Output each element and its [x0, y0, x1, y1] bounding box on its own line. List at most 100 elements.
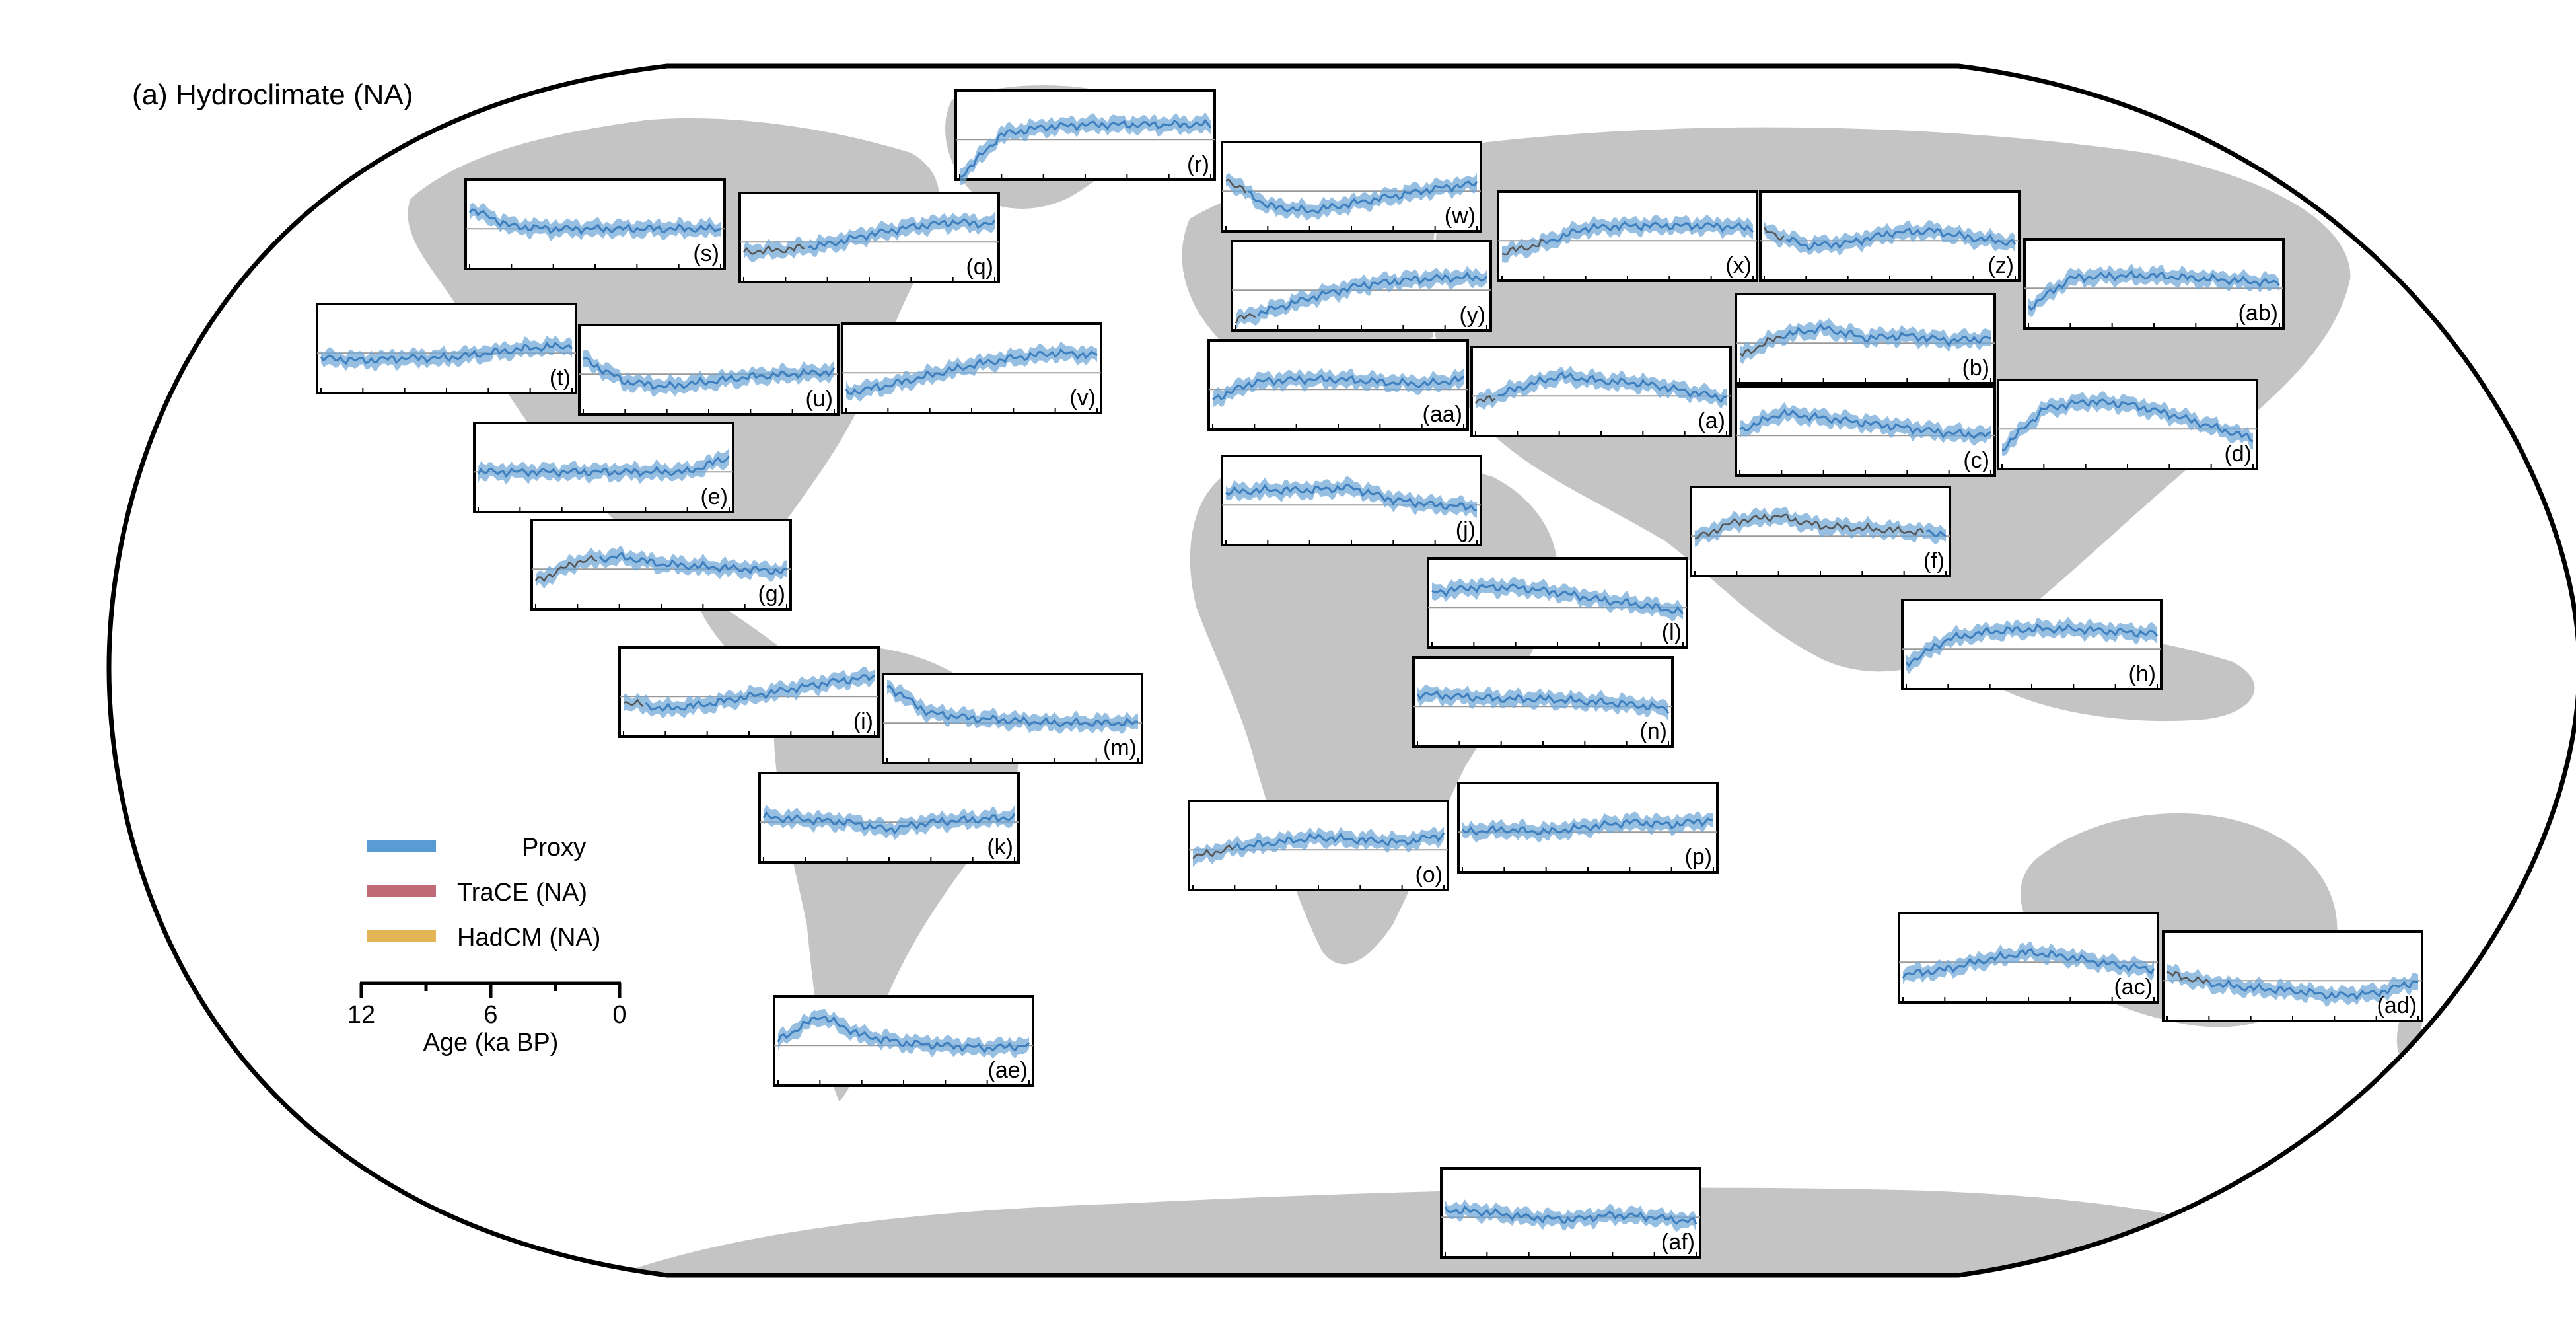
age-tick-label-12: 12	[347, 1001, 375, 1029]
panel-grey-line-g	[535, 554, 598, 583]
panel-a: (a)	[1470, 346, 1732, 437]
panel-median-line-g	[598, 552, 787, 576]
figure-title: (a) Hydroclimate (NA)	[132, 79, 413, 111]
panel-aa: (aa)	[1207, 339, 1469, 431]
panel-q: (q)	[738, 192, 1000, 283]
panel-label-u: (u)	[805, 387, 833, 412]
panel-g: (g)	[530, 519, 792, 611]
proxy-panels: (a) (b) (c) (d) (e) (f) (g) (h) (i) (j) (k) (l) (m) (…	[316, 89, 2423, 1259]
legend-swatch-hadcm	[367, 930, 436, 942]
panel-grey-line-w	[1225, 178, 1246, 194]
panel-ab: (ab)	[2023, 238, 2285, 330]
panel-median-line-ae	[777, 1016, 1030, 1054]
panel-median-line-p	[1461, 817, 1714, 836]
panel-w: (w)	[1221, 141, 1482, 233]
panel-label-q: (q)	[966, 254, 993, 279]
panel-median-line-e	[477, 455, 731, 478]
panel-u: (u)	[578, 324, 840, 416]
panel-label-i: (i)	[853, 709, 873, 734]
panel-uncertainty-band-t	[321, 335, 572, 371]
panel-median-line-w	[1248, 180, 1478, 215]
panel-e: (e)	[473, 422, 734, 513]
panel-ae: (ae)	[773, 995, 1034, 1087]
panel-median-line-t	[320, 342, 573, 365]
panel-label-k: (k)	[987, 835, 1013, 860]
panel-median-line-q	[807, 218, 996, 250]
panel-label-g: (g)	[758, 581, 785, 607]
panel-median-line-ab	[2027, 270, 2281, 311]
panel-grey-line-q	[742, 243, 805, 256]
panel-median-line-v	[845, 348, 1098, 395]
panel-label-aa: (aa)	[1423, 402, 1462, 427]
panel-median-line-u	[583, 357, 836, 391]
panel-uncertainty-band-s	[470, 202, 721, 241]
panel-label-ad: (ad)	[2377, 993, 2417, 1018]
panel-median-line-d	[2001, 398, 2254, 451]
panel-median-line-h	[1905, 623, 2159, 668]
panel-median-line-i	[645, 673, 875, 712]
panel-label-v: (v)	[1069, 385, 1096, 410]
panel-median-line-r	[959, 118, 1212, 178]
panel-median-line-x	[1543, 221, 1754, 245]
panel-y: (y)	[1231, 240, 1492, 332]
panel-t: (t)	[316, 303, 577, 394]
panel-label-f: (f)	[1923, 548, 1945, 574]
panel-r: (r)	[954, 89, 1216, 185]
panel-b: (b)	[1735, 293, 1996, 385]
panel-i: (i)	[618, 646, 880, 738]
age-tick-label-0: 0	[612, 1001, 626, 1029]
panel-median-line-c	[1739, 408, 1991, 439]
legend-item-trace: TraCE (NA)	[367, 879, 587, 907]
legend-swatch-trace	[367, 885, 436, 897]
panel-uncertainty-band-w	[1226, 172, 1477, 221]
panel-x: (x)	[1497, 190, 1758, 282]
panel-uncertainty-band-q	[744, 211, 995, 263]
legend-label-trace: TraCE (NA)	[457, 879, 587, 907]
panel-s: (s)	[464, 178, 726, 270]
panel-uncertainty-band-g	[536, 546, 787, 589]
panel-m: (m)	[882, 673, 1143, 764]
panel-grey-line-ad	[2166, 971, 2210, 985]
panel-v: (v)	[841, 322, 1102, 414]
panel-grey-line-i	[623, 698, 644, 707]
panel-ac: (ac)	[1898, 912, 2159, 1004]
panel-p: (p)	[1457, 782, 1719, 874]
panel-label-o: (o)	[1415, 862, 1443, 887]
map-outline	[106, 63, 2576, 1278]
panel-label-h: (h)	[2128, 661, 2156, 687]
legend-item-proxy: Proxy	[367, 834, 586, 862]
panel-label-j: (j)	[1456, 517, 1476, 542]
panel-label-l: (l)	[1662, 620, 1682, 645]
panel-median-line-k	[762, 811, 1016, 835]
legend-item-hadcm: HadCM (NA)	[367, 924, 600, 951]
panel-uncertainty-band-af	[1445, 1199, 1696, 1233]
panel-median-line-f	[1925, 529, 1947, 537]
panel-label-a: (a)	[1698, 408, 1725, 433]
panel-median-line-o	[1234, 832, 1445, 851]
panel-median-line-m	[886, 685, 1139, 727]
panel-label-ae: (ae)	[988, 1058, 1028, 1083]
panel-label-e: (e)	[700, 484, 728, 509]
panel-grey-line-a	[1475, 394, 1496, 404]
panel-median-line-z	[1785, 227, 2017, 251]
panel-label-ab: (ab)	[2238, 301, 2278, 326]
panel-grey-line-o	[1192, 844, 1236, 860]
panel-grey-line-f	[1694, 513, 1925, 540]
panel-grey-line-b	[1739, 335, 1782, 357]
panel-j: (j)	[1221, 455, 1482, 546]
panel-l: (l)	[1427, 557, 1688, 649]
panel-label-n: (n)	[1639, 719, 1667, 744]
panel-frame-r	[954, 89, 1216, 181]
panel-median-line-s	[468, 208, 721, 235]
panel-h: (h)	[1901, 599, 2163, 690]
panel-median-line-ad	[2208, 979, 2419, 1001]
panel-uncertainty-band-z	[1764, 219, 2015, 256]
panel-label-z: (z)	[1987, 253, 2014, 278]
panel-o: (o)	[1188, 800, 1449, 891]
panel-k: (k)	[758, 772, 1020, 864]
panel-label-af: (af)	[1661, 1230, 1695, 1255]
panel-label-t: (t)	[550, 365, 571, 391]
panel-median-line-ac	[1902, 948, 2155, 979]
panel-grey-line-x	[1501, 239, 1544, 256]
panel-median-line-af	[1444, 1205, 1698, 1225]
